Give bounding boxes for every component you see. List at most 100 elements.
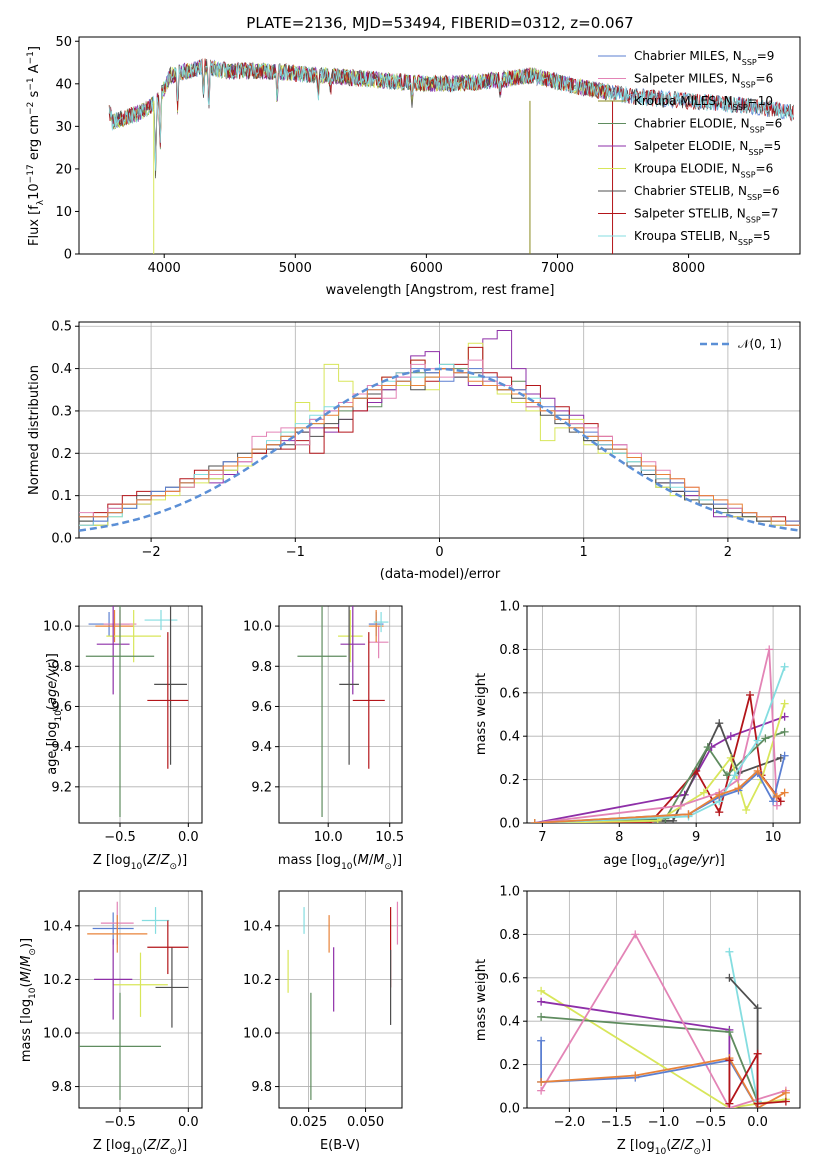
weight-marker [537,1036,546,1045]
legend-entry: Chabrier ELODIE, NSSP=6 [634,117,782,135]
legend-sub: SSP [741,80,756,89]
y-axis-label: Flux [fλ10−17 erg cm−2 s−1 A−1] [26,46,46,246]
legend-text: Kroupa ELODIE, N [634,162,741,176]
spectrum-line [108,58,794,171]
weight-marker [537,1077,546,1086]
axes-frame [278,605,403,824]
x-axis-label-part: Z [160,1138,171,1153]
x-axis-label-part: Z [log [93,1138,131,1153]
x-axis-label-part: ( [142,853,147,868]
legend-text: Kroupa STELIB, N [634,229,738,243]
x-axis-label-part: / [156,1138,161,1153]
figure-title: PLATE=2136, MJD=53494, FIBERID=0312, z=0… [246,14,633,32]
y-axis-label-part: Normed distribution [27,365,42,495]
error-bar-point [373,612,389,633]
y-axis-label-part: ( [45,705,60,710]
x-tick-label: 0.0 [747,1115,768,1130]
y-tick-label: 0 [64,248,72,263]
y-tick-label: 10.0 [43,1026,72,1041]
legend-sub: SSP [746,215,761,224]
error-bar-point [155,947,189,1028]
x-tick-label: 9 [692,830,700,845]
x-axis-label-part: )] [177,853,187,868]
y-axis-label-part: s [27,90,42,101]
error-bar-point [113,952,168,1017]
mass_vs_ebv-axes [275,890,403,1112]
weight-marker [726,753,735,762]
legend-value: =7 [761,207,779,221]
x-tick-label: −1 [286,545,305,560]
legend-sub: SSP [738,238,753,247]
x-tick-label: 7 [538,830,546,845]
y-axis-label-part: Flux [f [27,205,42,246]
y-tick-label: 10.0 [243,1026,272,1041]
y-tick-label: 9.6 [51,700,72,715]
y-axis-label-part: −17 [26,164,36,183]
weight-marker [781,1088,790,1097]
x-axis-label: Z [log10(Z/Z⊙)] [93,1138,187,1157]
y-tick-label: 1.0 [499,885,520,900]
x-axis-label-part: ⊙ [169,862,177,872]
x-tick-label: 0 [435,545,443,560]
y-axis-label-part: M [19,956,34,967]
legend-value: =6 [762,184,780,198]
y-tick-label: 9.2 [251,780,272,795]
x-axis-label: mass [log10(M/M⊙)] [278,853,402,872]
y-axis-label: age [log10(age/yr)] [45,653,64,775]
weight-marker [715,790,724,799]
x-tick-label: 10.0 [314,830,343,845]
x-tick-label: −2.0 [554,1115,586,1130]
error-bar-point [87,915,148,953]
error-bar-point [96,606,130,695]
y-axis-label-part: erg cm [27,115,42,164]
y-axis-label-part: A [27,64,42,77]
x-axis-label-part: Z [146,853,157,868]
weight-marker [730,771,739,780]
weight-marker [772,801,781,810]
x-tick-label: 7000 [541,261,574,276]
spectrum-axes [75,36,801,258]
legend-value: =6 [765,117,783,131]
y-tick-label: 9.4 [51,740,72,755]
error-bar-point [338,610,363,663]
y-axis-label-part: λ [36,199,46,205]
y-axis-label: mass weight [474,673,489,755]
legend-sub: SSP [733,103,748,112]
y-axis-label-part: / [19,966,34,971]
y-tick-label: 9.8 [51,660,72,675]
spectrum-line [108,59,794,167]
x-tick-label: −0.5 [104,1115,136,1130]
x-tick-label: −2 [142,545,161,560]
weight-marker [722,771,731,780]
legend-text: Salpeter ELODIE, N [634,139,748,153]
y-axis-label-part: M [19,971,34,982]
legend-sub: SSP [747,193,762,202]
y-tick-label: 0.4 [499,1015,520,1030]
x-axis-label-part: Z [670,1138,681,1153]
mass_vs_Z-axes [75,890,203,1112]
x-tick-label: −1.5 [601,1115,633,1130]
x-axis-label-part: age/yr [673,853,716,868]
weight-marker [537,1086,546,1095]
x-axis-label-part: ( [666,1138,671,1153]
y-tick-label: 9.4 [251,740,272,755]
axes-frame [526,605,801,824]
weight-marker [746,690,755,699]
weight-marker [734,784,743,793]
residuals-axes [75,321,801,542]
x-axis-label-part: mass [log [278,853,341,868]
weight-marker [780,662,789,671]
x-tick-label: 1 [580,545,588,560]
y-axis-label-part: )] [19,938,34,948]
y-tick-label: 0.8 [499,643,520,658]
legend-entry: Chabrier MILES, NSSP=9 [634,49,774,67]
x-axis-label-part: Z [146,1138,157,1153]
y-axis-label: mass weight [474,959,489,1041]
legend-entry: Salpeter ELODIE, NSSP=5 [634,139,781,157]
y-axis-label-part: −2 [26,102,36,115]
weight-marker [765,645,774,654]
weight-marker [530,819,539,823]
weight-marker [780,727,789,736]
x-axis-label-part: age [log [603,853,656,868]
